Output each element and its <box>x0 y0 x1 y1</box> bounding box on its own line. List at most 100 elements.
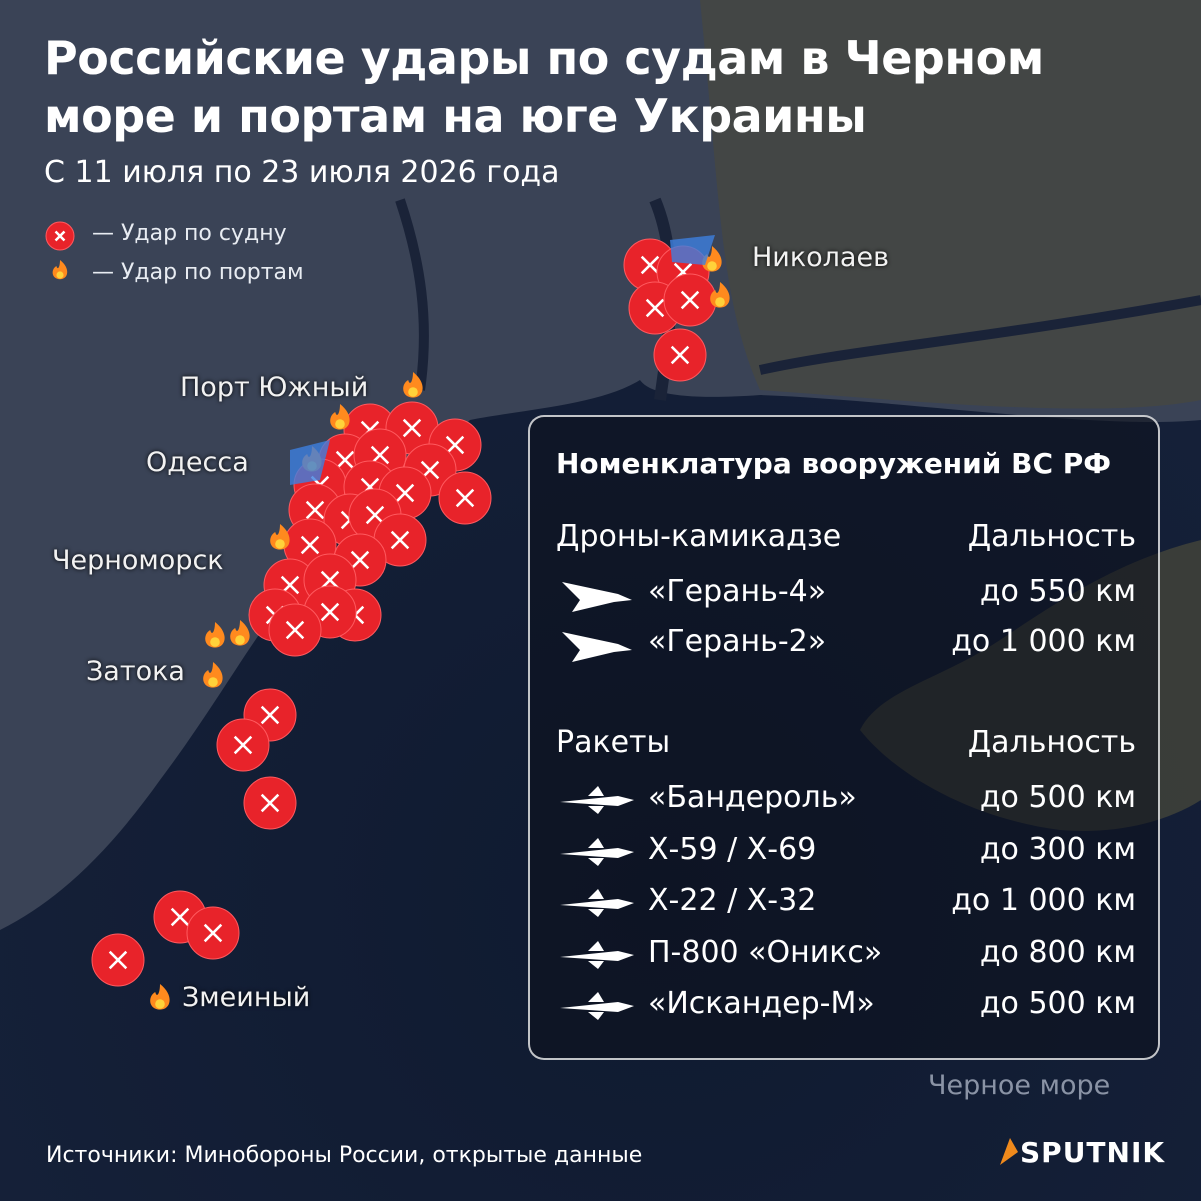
fire-core <box>707 261 717 271</box>
weapon-name: «Искандер-М» <box>648 986 875 1021</box>
mykolaiv-port <box>670 235 715 265</box>
strike-cross <box>645 298 665 318</box>
port-strike <box>270 524 290 550</box>
weapon-icon <box>560 837 634 866</box>
weapon-shape <box>560 940 634 969</box>
legend-label: — Удар по судну <box>92 221 287 246</box>
strike-cross <box>395 483 415 503</box>
strike-cross <box>365 505 385 525</box>
strike-cross <box>370 445 390 465</box>
strike-cross <box>260 793 280 813</box>
strike-cross <box>390 530 410 550</box>
weapon-icon <box>560 889 634 917</box>
weapon-range: до 800 км <box>979 934 1136 970</box>
weapon-range: до 1 000 км <box>951 883 1136 918</box>
strike-cross <box>320 570 340 590</box>
weapon-shape <box>560 837 634 866</box>
fire-core <box>235 635 245 645</box>
strike-cross <box>445 435 465 455</box>
legend-label: — Удар по портам <box>92 260 304 285</box>
weapon-name: «Герань-4» <box>648 574 827 609</box>
source: Источники: Минобороны России, открытые д… <box>46 1143 643 1168</box>
fire-core <box>715 297 725 307</box>
weapon-range: до 500 км <box>979 986 1136 1021</box>
weapon-name: «Бандероль» <box>648 780 857 815</box>
strike-cross <box>402 418 422 438</box>
markers <box>45 221 730 1010</box>
weapon-shape <box>562 582 632 612</box>
range-heading: Дальность <box>967 519 1136 554</box>
place-label: Одесса <box>146 447 249 478</box>
port-strike <box>403 372 423 398</box>
subtitle: С 11 июля по 23 июля 2026 года <box>44 155 560 190</box>
weapon-icon <box>562 582 632 612</box>
weapons-panel: Номенклатура вооружений ВС РФ Дроны-камик… <box>528 415 1160 1060</box>
port-strike <box>710 282 730 308</box>
range-heading: Дальность <box>967 725 1136 760</box>
weapon-range: до 550 км <box>979 574 1136 609</box>
strike-cross <box>285 620 305 640</box>
strike-cross <box>335 450 355 470</box>
title-line: Российские удары по судам в Черном <box>44 31 1044 85</box>
strike-cross <box>350 550 370 570</box>
place-label: Николаев <box>752 242 890 273</box>
title-line: море и портам на юге Украины <box>44 89 867 143</box>
weapon-range: до 500 км <box>979 780 1136 815</box>
fire-core <box>56 271 64 279</box>
group-heading: Ракеты <box>556 725 671 760</box>
strike-cross <box>320 602 340 622</box>
strike-cross <box>233 735 253 755</box>
weapon-icon <box>562 632 632 662</box>
fire-core <box>208 677 218 687</box>
fire-core <box>155 999 165 1009</box>
weapon-icon <box>560 786 634 814</box>
strike-cross <box>670 345 690 365</box>
weapon-name: П-800 «Оникс» <box>648 934 883 970</box>
odesa-port <box>290 440 330 485</box>
strike-cross <box>455 488 475 508</box>
fire-core <box>210 637 220 647</box>
strike-cross <box>203 923 223 943</box>
place-label: Змеиный <box>182 982 311 1013</box>
weapon-name: Х-59 / Х-69 <box>648 831 817 867</box>
strike-cross <box>300 535 320 555</box>
port-strike <box>52 260 68 280</box>
eastern-land <box>700 0 1201 409</box>
strike-cross <box>108 950 128 970</box>
weapon-shape <box>560 786 634 814</box>
place-label: Порт Южный <box>180 372 369 403</box>
group-heading: Дроны-камикадзе <box>556 519 842 554</box>
port-strike <box>205 622 225 648</box>
weapon-icon <box>560 992 634 1020</box>
brand-logo <box>1000 1138 1018 1165</box>
weapon-name: «Герань-2» <box>648 624 827 659</box>
weapon-name: Х-22 / Х-32 <box>648 883 817 918</box>
place-label: Затока <box>86 656 185 687</box>
weapon-shape <box>560 992 634 1020</box>
legend-icons <box>45 221 75 280</box>
port-strike <box>702 246 722 272</box>
port-strike <box>230 620 250 646</box>
fire-core <box>275 539 285 549</box>
weapon-icon <box>560 940 634 969</box>
weapon-shape <box>560 889 634 917</box>
place-label: Черноморск <box>52 545 224 576</box>
strike-cross <box>640 255 660 275</box>
sea-label: Черное море <box>928 1070 1111 1101</box>
strike-cross <box>54 230 66 242</box>
strike-cross <box>680 290 700 310</box>
strike-cross <box>170 907 190 927</box>
river <box>758 295 1201 375</box>
port-strike <box>330 404 350 430</box>
panel-title: Номенклатура вооружений ВС РФ <box>556 447 1112 480</box>
weapon-shape <box>562 632 632 662</box>
fire-core <box>408 387 418 397</box>
port-strike <box>150 984 170 1010</box>
fire-core <box>335 419 345 429</box>
strike-cross <box>260 705 280 725</box>
weapon-range: до 300 км <box>979 831 1136 867</box>
brand: SPUTNIK <box>1020 1136 1166 1169</box>
weapon-range: до 1 000 км <box>951 624 1136 659</box>
strike-cross <box>305 500 325 520</box>
